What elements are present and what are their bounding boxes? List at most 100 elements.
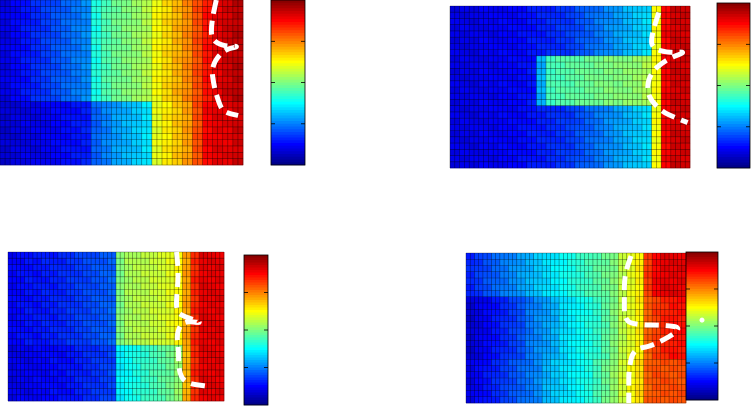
colorbar-segment (271, 27, 305, 31)
colorbar-segment (686, 380, 718, 384)
colorbar-segment (717, 151, 750, 155)
colorbar-segment (271, 140, 305, 144)
colorbar-segment (271, 99, 305, 103)
colorbar-segment (271, 121, 305, 125)
colorbar-segment (244, 302, 268, 306)
colorbar-segment (271, 19, 305, 23)
colorbar-segment (244, 400, 268, 403)
colorbar-segment (686, 345, 718, 349)
colorbar-segment (717, 148, 750, 152)
colorbar-segment (717, 113, 750, 117)
colorbar-segment (271, 148, 305, 152)
colorbar-segment (717, 140, 750, 144)
colorbar-segment (244, 262, 268, 266)
colorbar-marker (699, 317, 705, 323)
colorbar-segment (244, 260, 268, 263)
colorbar-segment (244, 322, 268, 326)
colorbar-segment (271, 143, 305, 147)
colorbar-segment (271, 74, 305, 78)
colorbar-segment (717, 11, 750, 15)
colorbar-segment (686, 392, 718, 396)
colorbar-segment (717, 27, 750, 31)
colorbar-segment (717, 49, 750, 53)
colorbar-segment (244, 292, 268, 296)
colorbar-segment (271, 33, 305, 37)
colorbar-segment (686, 254, 718, 258)
colorbar-segment (271, 159, 305, 163)
colorbar-segment (271, 137, 305, 141)
colorbar-segment (717, 129, 750, 133)
colorbar-segment (244, 397, 268, 401)
colorbar-segment (686, 390, 718, 393)
colorbar-segment (244, 350, 268, 353)
colorbar-segment (271, 16, 305, 20)
colorbar-segment (244, 315, 268, 318)
colorbar-segment (686, 353, 718, 356)
colorbar-segment (244, 285, 268, 288)
colorbar-segment (686, 274, 718, 278)
colorbar-segment (271, 49, 305, 53)
colorbar-segment (717, 55, 750, 59)
heatmap-panel-1 (0, 0, 244, 166)
boundary-dashed-curve (208, 0, 239, 118)
colorbar-segment (244, 372, 268, 376)
colorbar-segment (244, 300, 268, 303)
colorbar-segment (244, 320, 268, 323)
colorbar-segment (244, 337, 268, 341)
colorbar (716, 2, 751, 169)
colorbar-segment (244, 310, 268, 313)
boundary-dashed-curve (645, 11, 689, 125)
colorbar-segment (717, 107, 750, 111)
colorbar-segment (244, 295, 268, 298)
colorbar-segment (686, 311, 718, 315)
colorbar-segment (717, 126, 750, 130)
colorbar-segment (271, 13, 305, 17)
colorbar-segment (244, 325, 268, 328)
heatmap-panel-4 (465, 252, 687, 404)
colorbar-segment (244, 377, 268, 381)
colorbar-segment (271, 156, 305, 160)
colorbar-segment (244, 312, 268, 316)
colorbar-segment (244, 347, 268, 351)
colorbar-segment (244, 345, 268, 348)
colorbar-segment (686, 301, 718, 305)
colorbar-segment (717, 38, 750, 42)
colorbar-segment (271, 101, 305, 105)
colorbar-segment (271, 107, 305, 111)
colorbar-segment (686, 387, 718, 391)
colorbar-segment (686, 358, 718, 361)
colorbar-segment (717, 115, 750, 119)
colorbar-segment (717, 159, 750, 163)
colorbar-segment (244, 387, 268, 391)
colorbar-segment (686, 326, 718, 329)
colorbar-segment (717, 41, 750, 45)
colorbar-segment (271, 8, 305, 12)
colorbar-segment (244, 282, 268, 286)
colorbar-segment (271, 90, 305, 94)
colorbar (243, 254, 269, 406)
colorbar-segment (271, 55, 305, 59)
colorbar-segment (244, 270, 268, 273)
colorbar-segment (244, 392, 268, 396)
colorbar-segment (271, 63, 305, 67)
colorbar-segment (271, 129, 305, 133)
heatmap-panel-3 (7, 251, 225, 402)
colorbar-segment (717, 93, 750, 97)
colorbar-segment (686, 350, 718, 354)
colorbar-segment (686, 348, 718, 352)
colorbar-segment (717, 74, 750, 78)
colorbar-segment (686, 308, 718, 312)
colorbar-segment (686, 395, 718, 398)
colorbar-segment (686, 266, 718, 270)
colorbar-segment (717, 69, 750, 73)
colorbar-segment (717, 88, 750, 92)
colorbar-segment (717, 110, 750, 114)
colorbar-segment (717, 157, 750, 161)
grid-lines (7, 251, 225, 402)
colorbar-segment (271, 46, 305, 50)
colorbar-segment (717, 19, 750, 23)
colorbar-segment (717, 71, 750, 75)
colorbar-segment (717, 8, 750, 12)
colorbar (685, 251, 719, 401)
colorbar-segment (686, 340, 718, 344)
